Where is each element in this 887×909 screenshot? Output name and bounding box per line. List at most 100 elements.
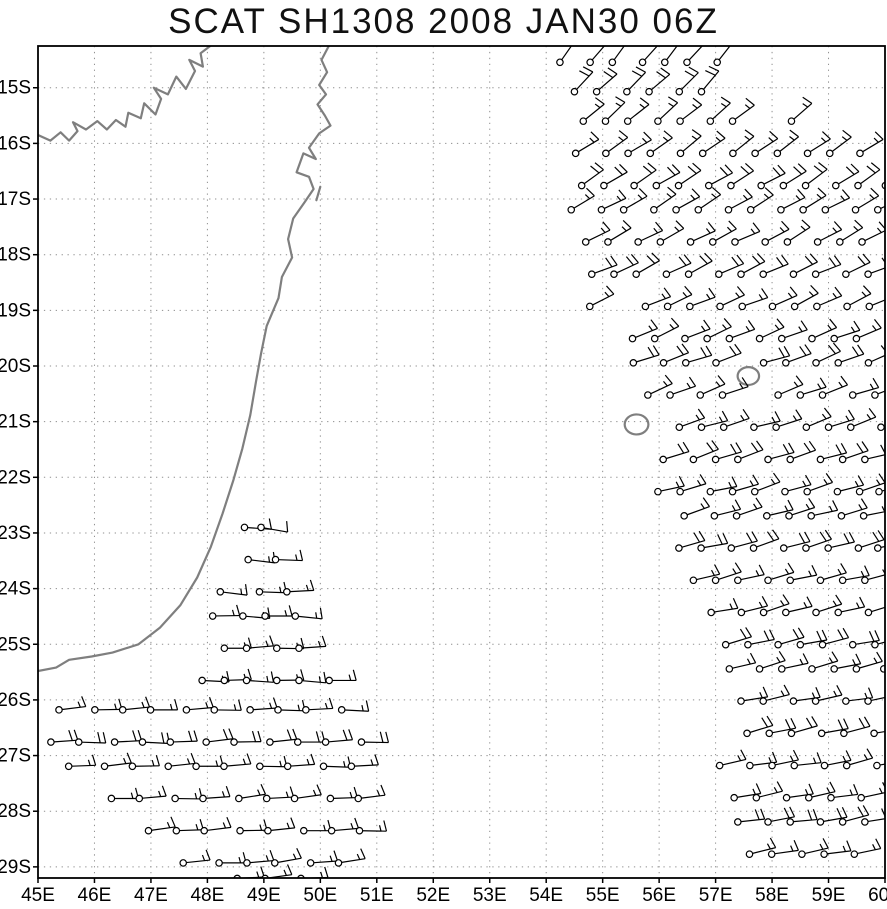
- barb-half-tick: [653, 227, 659, 234]
- barb-half-tick: [869, 383, 874, 390]
- station-circle: [698, 149, 707, 158]
- station-circle: [716, 302, 724, 311]
- barb-half-tick: [784, 568, 790, 575]
- barb-full-tick: [857, 344, 865, 355]
- station-circle: [676, 487, 684, 496]
- barb-full-tick: [385, 731, 390, 743]
- barb-full-tick: [691, 129, 702, 137]
- y-tick-label: 19S: [0, 300, 31, 321]
- wind-barb: [634, 221, 664, 246]
- station-circle: [825, 149, 834, 158]
- barb-full-tick: [835, 594, 843, 605]
- barb-full-tick: [719, 167, 729, 176]
- barb-full-tick: [650, 319, 659, 329]
- wind-barb: [291, 607, 323, 620]
- wind-barb: [838, 805, 870, 826]
- barb-full-tick: [769, 837, 777, 848]
- barb-half-tick: [666, 193, 672, 198]
- barb-half-tick: [753, 503, 758, 510]
- barb-staff: [117, 740, 142, 743]
- barb-full-tick: [859, 596, 866, 608]
- barb-half-tick: [872, 325, 877, 331]
- barb-half-tick: [823, 479, 828, 485]
- barb-full-tick: [842, 627, 850, 638]
- station-circle: [581, 238, 590, 246]
- wind-barb: [357, 731, 390, 746]
- barb-half-tick: [315, 612, 318, 619]
- barb-staff: [561, 46, 573, 61]
- barb-staff: [844, 507, 868, 516]
- barb-full-tick: [667, 186, 677, 195]
- barb-full-tick: [860, 498, 868, 509]
- barb-full-tick: [642, 165, 653, 174]
- barb-staff: [866, 511, 885, 516]
- station-circle: [630, 181, 638, 190]
- barb-full-tick: [678, 475, 685, 487]
- barb-full-tick: [68, 729, 73, 741]
- station-circle: [703, 334, 711, 343]
- wind-barb: [759, 254, 789, 278]
- wind-barb: [813, 221, 843, 246]
- wind-barb: [587, 255, 618, 278]
- x-tick-label: 53E: [473, 885, 507, 906]
- wind-barb: [803, 131, 831, 158]
- barb-half-tick: [343, 761, 346, 768]
- barb-staff: [151, 826, 176, 831]
- barb-half-tick: [735, 292, 740, 298]
- barb-full-tick: [752, 222, 761, 232]
- station-circle: [851, 205, 860, 214]
- barb-half-tick: [869, 194, 875, 200]
- y-tick-label: 20S: [0, 356, 31, 377]
- barb-full-tick: [866, 748, 874, 759]
- station-circle: [732, 512, 741, 520]
- wind-barb: [729, 129, 755, 158]
- station-circle: [757, 181, 765, 190]
- barb-half-tick: [860, 570, 865, 577]
- y-tick-label: 25S: [0, 634, 31, 655]
- wind-barb: [865, 299, 885, 311]
- station-circle: [755, 334, 764, 343]
- barb-full-tick: [816, 630, 823, 642]
- wind-barb: [864, 257, 885, 278]
- barb-full-tick: [784, 719, 791, 730]
- barb-half-tick: [256, 871, 260, 878]
- wind-barb: [334, 848, 366, 867]
- barb-full-tick: [872, 377, 880, 388]
- station-circle: [836, 238, 844, 246]
- station-circle: [295, 644, 303, 653]
- station-circle: [856, 149, 864, 158]
- wind-barb: [597, 189, 627, 214]
- barb-staff: [735, 483, 759, 492]
- barb-half-tick: [799, 658, 804, 665]
- station-circle: [734, 576, 742, 585]
- wind-barb: [859, 500, 885, 520]
- barb-staff: [691, 260, 713, 274]
- station-circle: [767, 850, 776, 858]
- station-circle: [681, 334, 689, 343]
- barb-full-tick: [625, 256, 634, 266]
- grid-lines: [38, 46, 885, 878]
- barb-full-tick: [848, 409, 855, 420]
- barb-full-tick: [854, 219, 864, 229]
- barb-staff: [262, 591, 287, 594]
- wind-barb: [581, 221, 611, 246]
- barb-full-tick: [328, 697, 334, 709]
- barb-staff: [827, 850, 851, 855]
- barb-full-tick: [714, 564, 721, 575]
- barb-full-tick: [342, 729, 348, 741]
- wind-barb: [727, 531, 758, 552]
- station-circle: [662, 270, 671, 278]
- barb-half-tick: [746, 658, 751, 665]
- barb-half-tick: [800, 225, 806, 231]
- barb-full-tick: [862, 805, 870, 816]
- station-circle: [798, 850, 806, 858]
- barb-staff: [666, 450, 690, 460]
- station-circle: [257, 523, 265, 532]
- station-circle: [629, 358, 638, 367]
- station-circle: [710, 512, 719, 520]
- station-circle: [827, 793, 835, 802]
- station-circle: [293, 738, 302, 746]
- barb-staff: [781, 636, 805, 645]
- x-tick-label: 48E: [190, 885, 224, 906]
- barb-full-tick: [309, 579, 315, 591]
